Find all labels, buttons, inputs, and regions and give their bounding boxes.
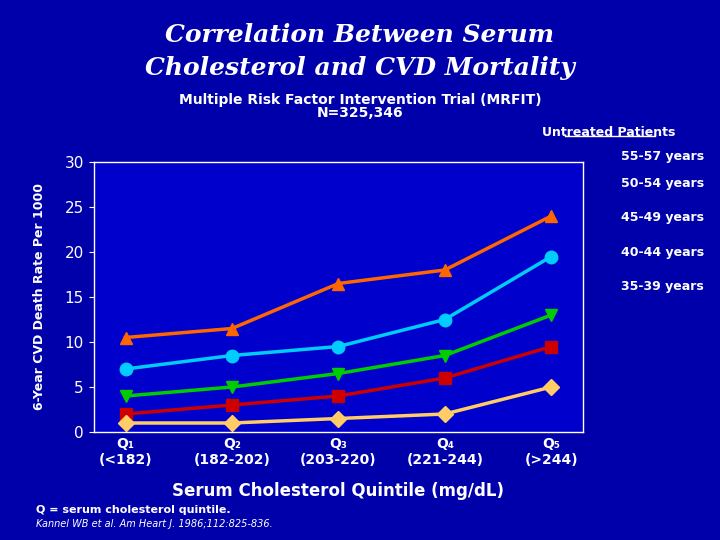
Text: 45-49 years: 45-49 years [621, 211, 704, 224]
Text: Untreated Patients: Untreated Patients [541, 126, 675, 139]
Text: 6-Year CVD Death Rate Per 1000: 6-Year CVD Death Rate Per 1000 [33, 184, 46, 410]
Text: Kannel WB et al. Am Heart J. 1986;112:825-836.: Kannel WB et al. Am Heart J. 1986;112:82… [36, 519, 273, 529]
Text: Q = serum cholesterol quintile.: Q = serum cholesterol quintile. [36, 505, 230, 515]
Text: 50-54 years: 50-54 years [621, 177, 704, 190]
Text: Serum Cholesterol Quintile (mg/dL): Serum Cholesterol Quintile (mg/dL) [172, 482, 505, 501]
Text: 40-44 years: 40-44 years [621, 246, 704, 259]
Text: 55-57 years: 55-57 years [621, 150, 704, 163]
Text: Cholesterol and CVD Mortality: Cholesterol and CVD Mortality [145, 56, 575, 79]
Text: Multiple Risk Factor Intervention Trial (MRFIT): Multiple Risk Factor Intervention Trial … [179, 93, 541, 107]
Text: N=325,346: N=325,346 [317, 106, 403, 120]
Text: 35-39 years: 35-39 years [621, 280, 704, 293]
Text: Correlation Between Serum: Correlation Between Serum [166, 23, 554, 47]
